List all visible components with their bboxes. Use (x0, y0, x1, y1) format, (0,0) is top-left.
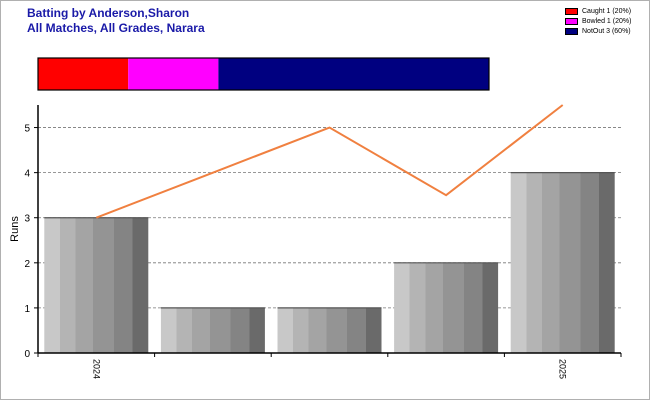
runs-line (95, 104, 564, 219)
legend: Caught 1 (20%) Bowled 1 (20%) NotOut 3 (… (565, 6, 631, 36)
bar-0 (44, 217, 149, 353)
dismissal-segment-caught (38, 58, 129, 90)
y-tick-label: 1 (24, 304, 30, 315)
chart-title-line1: Batting by Anderson,Sharon (27, 6, 190, 20)
bar-4 (510, 172, 615, 353)
y-tick-label: 3 (24, 214, 30, 225)
legend-item-caught: Caught 1 (20%) (565, 6, 631, 16)
tick-labels: 0 1 2 3 4 5 2024 2025 Runs (9, 124, 568, 379)
bar-1 (160, 307, 265, 353)
legend-swatch-caught (565, 7, 578, 15)
legend-label-bowled: Bowled 1 (20%) (582, 17, 632, 25)
x-tick-label: 2025 (558, 359, 568, 379)
legend-item-notout: NotOut 3 (60%) (565, 26, 631, 36)
bar-2 (277, 307, 382, 353)
chart-title-line2: All Matches, All Grades, Narara (27, 21, 205, 35)
x-tick-label: 2024 (91, 359, 101, 379)
y-axis-label: Runs (9, 216, 21, 242)
legend-label-notout: NotOut 3 (60%) (582, 27, 631, 35)
bar-3 (394, 262, 499, 353)
dismissal-segment-notout (218, 58, 489, 90)
y-tick-label: 0 (24, 349, 30, 360)
y-tick-label: 2 (24, 259, 30, 270)
dismissal-segment-bowled (128, 58, 219, 90)
y-tick-label: 4 (24, 169, 30, 180)
legend-swatch-bowled (565, 17, 578, 25)
legend-label-caught: Caught 1 (20%) (582, 7, 632, 15)
axes (34, 105, 622, 357)
legend-swatch-notout (565, 27, 578, 35)
runs-line-path (95, 104, 564, 219)
legend-item-bowled: Bowled 1 (20%) (565, 16, 631, 26)
dismissal-bar-border (37, 57, 490, 91)
y-tick-label: 5 (24, 124, 30, 135)
bars (44, 172, 615, 353)
dismissal-stacked-bar (37, 57, 490, 91)
